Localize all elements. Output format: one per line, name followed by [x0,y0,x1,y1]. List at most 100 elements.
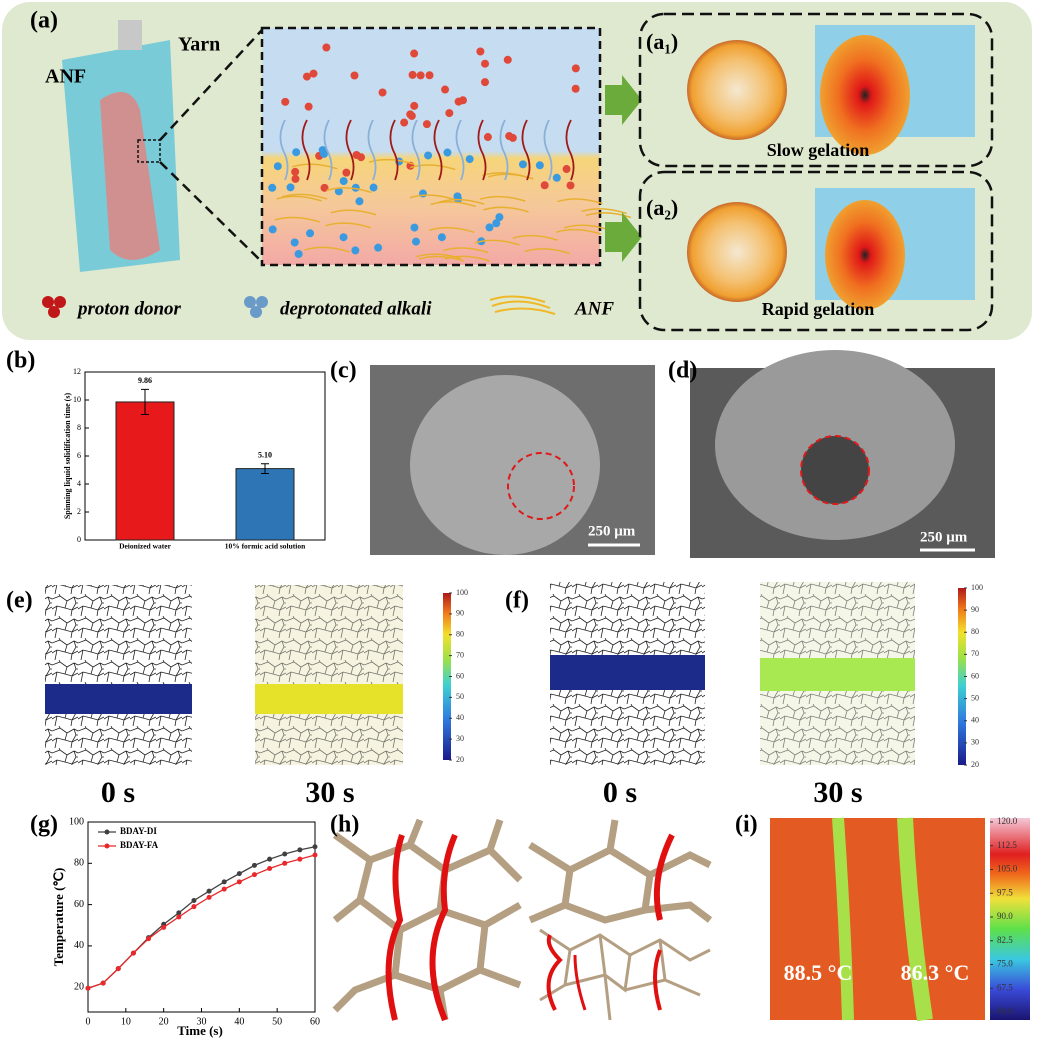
x-tick-label: 30 [197,1016,207,1027]
proton-donor [480,78,489,87]
alkali [292,148,301,157]
diffusion-arrow [499,119,509,181]
alkali [552,173,561,182]
marker [251,872,257,878]
marker [115,966,121,972]
line [87,854,316,989]
error-bar [141,388,149,416]
alkali [268,225,277,234]
x-tick-label: Deionized water [119,542,172,551]
alkali [334,187,343,196]
alkali [306,229,315,238]
diffusion-arrow [389,119,399,181]
legend-swatch [104,829,110,835]
colorbar-tick-label: 50 [456,692,464,701]
anf-strand [416,253,462,260]
y-tick-label: 60 [74,899,84,910]
diffusion-arrow [565,119,575,181]
marker [146,936,152,942]
marker [297,856,303,862]
x-tick-label: 10% formic acid solution [225,542,306,551]
legend-icon [256,296,268,308]
highlight-circle [507,452,575,520]
colorbar-tick-label: 50 [971,693,979,702]
marker [267,856,273,862]
anf-strand [483,206,529,213]
marker [191,904,197,910]
anf-strand [418,255,465,262]
proton-donor [342,168,351,177]
caption: Slow gelation [767,140,870,160]
diffusion-arrow [367,119,377,181]
anf-strand [429,226,475,233]
scale-bar-label: 250 μm [588,523,636,539]
diffusion-arrow [521,119,531,181]
proton-donor [322,43,331,52]
highlight-circle [800,435,870,505]
proton-donor [410,49,419,58]
colorbar-tick-label: 90 [456,609,464,618]
colorbar-tick-label: 70 [971,649,979,658]
colorbar-tick-label: 20 [456,755,464,764]
anf-strand [444,255,491,262]
colorbar-tick-label: 90 [971,605,979,614]
anf-strand [474,239,520,246]
anf-strand [368,158,415,165]
alkali [374,243,383,252]
fiber [100,92,160,260]
colorbar-tick-label: 82.5 [997,935,1013,945]
anf-strand [512,234,558,241]
legend-icon [244,296,256,308]
interface-inset [260,26,602,267]
colorbar-tick-label: 40 [971,716,979,725]
colorbar-tick-label: 105.0 [997,864,1018,874]
diffusion-arrow [433,119,443,181]
colorbar-tick-label: 60.0 [997,1006,1013,1016]
hot-fiber [897,817,933,1022]
alkali [443,148,452,157]
alkali [290,238,299,247]
yarn-spool [118,20,142,50]
proton-donor [483,133,492,142]
alkali [535,161,544,170]
y-tick-label: 6 [77,451,81,460]
colorbar-tick-label: 100 [456,588,468,597]
marker [282,851,288,857]
anf-strand [330,209,377,216]
colorbar [443,593,451,760]
proton-donor [291,167,300,176]
value-label: 5.10 [258,451,272,460]
colorbar-tick-label: 112.5 [997,840,1017,850]
y-axis-label: Temperature (℃) [51,868,66,967]
proton-donor [481,59,490,68]
marker [282,860,288,866]
colorbar-tick-label: 20 [971,760,979,769]
gel-fiber [820,35,910,155]
alkali [518,160,527,169]
marker [100,980,106,986]
diffusion-arrow [455,119,465,181]
label: Yarn [178,34,220,56]
colorbar-tick-label: 80 [456,630,464,639]
diffusion-arrow [411,119,421,181]
legend-label: deprotonated alkali [280,298,432,319]
y-tick-label: 10 [73,395,81,404]
legend-swatch [104,843,110,849]
alkali [339,233,348,242]
marker [191,897,197,903]
legend-icon [54,296,66,308]
proton-donor [309,69,318,78]
proton-donor [406,110,415,119]
caption: 0 s [101,776,135,809]
proton-donor [503,55,512,64]
colorbar-tick-label: 60 [456,671,464,680]
alkali [339,177,348,186]
marker [206,888,212,894]
marker [161,924,167,930]
legend-icon [48,306,60,318]
panel-label: (b) [6,348,35,374]
colorbar-tick-label: 67.5 [997,982,1013,992]
anf-strand [480,195,526,202]
proton-donor [571,84,580,93]
proton-donor [400,118,409,127]
